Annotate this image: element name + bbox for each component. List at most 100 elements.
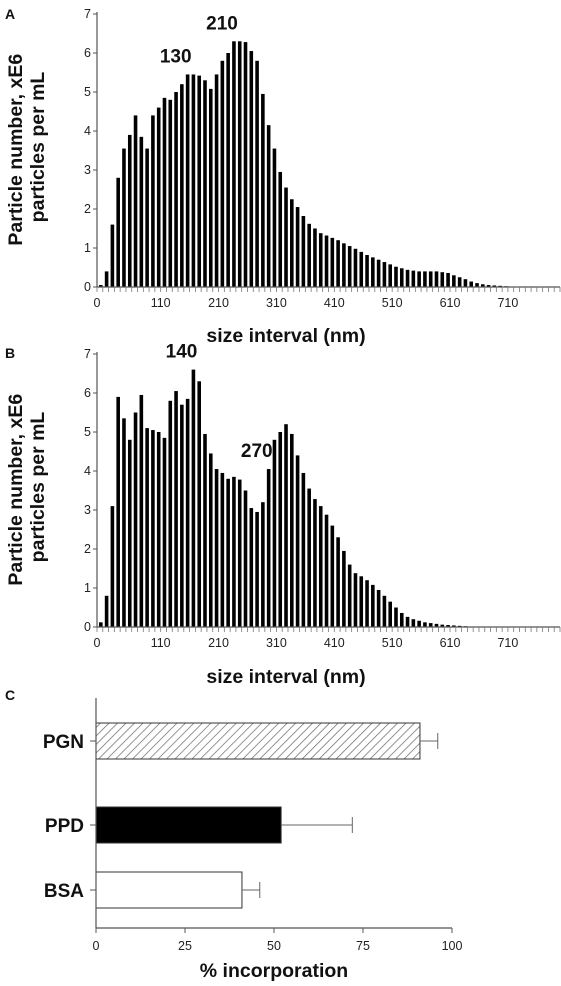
panel-b-y-axis-label-line1: Particle number, xE6 (5, 394, 27, 586)
histogram-bar (180, 404, 184, 627)
histogram-bar (110, 506, 115, 627)
category-label: PGN (43, 732, 84, 753)
panel-b-y-ticks: 0 1 2 3 4 5 6 7 (84, 347, 97, 634)
y-tick-label: 3 (84, 503, 91, 517)
histogram-bar (180, 84, 184, 287)
histogram-bar (151, 430, 155, 627)
histogram-bar (376, 589, 381, 627)
histogram-bar (156, 107, 161, 287)
panel-a-axes (96, 12, 561, 292)
panel-a-y-ticks: 0 1 2 3 4 5 6 7 (84, 7, 97, 294)
histogram-bar (168, 99, 173, 287)
histogram-bar (318, 233, 323, 287)
histogram-bar (139, 394, 144, 627)
peak-annotation: 210 (206, 13, 238, 34)
histogram-bar (486, 285, 491, 287)
histogram-bar (266, 125, 271, 288)
y-tick-label: 1 (84, 241, 91, 255)
histogram-bar (162, 437, 167, 627)
panel-b-label: B (5, 345, 15, 361)
histogram-bar (162, 97, 167, 287)
x-tick-label: 25 (178, 939, 192, 953)
histogram-bar (110, 224, 115, 287)
x-tick-label: 710 (497, 296, 518, 310)
histogram-bar (139, 136, 144, 287)
histogram-bar (208, 88, 213, 287)
histogram-bar (365, 255, 369, 287)
y-tick-label: 3 (84, 163, 91, 177)
histogram-bar (127, 134, 132, 287)
histogram-bar (342, 550, 346, 627)
histogram-bar (278, 171, 283, 287)
histogram-bar (127, 439, 132, 627)
x-tick-label: 0 (93, 939, 100, 953)
y-tick-label: 6 (84, 46, 91, 60)
histogram-bar (446, 625, 450, 627)
y-tick-label: 6 (84, 386, 91, 400)
histogram-bar (220, 472, 225, 627)
y-tick-label: 0 (84, 280, 91, 294)
histogram-bar (116, 396, 120, 627)
histogram-bar (446, 272, 450, 287)
histogram-bar (122, 418, 126, 627)
histogram-bar (290, 433, 294, 627)
histogram-bar (324, 235, 329, 287)
y-tick-label: 4 (84, 464, 91, 478)
histogram-bar (371, 257, 375, 287)
histogram-bar (290, 199, 294, 287)
x-tick-label: 410 (324, 296, 345, 310)
histogram-bar (243, 490, 248, 627)
histogram-bar (237, 41, 242, 287)
bar-pgn (95, 722, 421, 760)
histogram-bar (237, 479, 242, 627)
histogram-bar (330, 525, 335, 627)
y-tick-label: 1 (84, 581, 91, 595)
histogram-bar (388, 264, 392, 287)
histogram-bar (301, 472, 306, 627)
histogram-bar (255, 60, 259, 287)
histogram-bar (307, 223, 311, 287)
panel-c-x-ticks: 0 25 50 75 100 (93, 928, 462, 953)
x-tick-label: 210 (208, 296, 229, 310)
histogram-bar (388, 601, 392, 627)
histogram-bar (266, 469, 271, 627)
histogram-bar (411, 619, 416, 627)
panel-b-y-axis-label-line2: particles per mL (27, 412, 49, 563)
histogram-bar (104, 271, 109, 287)
histogram-bar (307, 488, 311, 627)
histogram-bar (423, 622, 427, 627)
histogram-bar (434, 623, 439, 627)
histogram-bar (423, 271, 427, 287)
histogram-bar (347, 246, 352, 287)
x-tick-label: 610 (440, 636, 461, 650)
x-tick-label: 310 (266, 296, 287, 310)
panel-b-y-axis-label: Particle number, xE6 particles per mL (5, 388, 49, 585)
histogram-bar (133, 115, 138, 288)
histogram-bar (203, 433, 207, 627)
peak-annotation: 270 (241, 441, 273, 462)
histogram-bar (457, 277, 462, 287)
histogram-bar (174, 92, 178, 287)
histogram-bar (382, 262, 387, 287)
histogram-bar (197, 75, 202, 288)
x-tick-label: 110 (151, 296, 171, 310)
y-tick-label: 4 (84, 124, 91, 138)
histogram-bar (428, 623, 433, 627)
histogram-bar (359, 251, 364, 287)
x-tick-label: 410 (324, 636, 345, 650)
histogram-bar (145, 148, 149, 287)
panel-a: A Particle number, xE6 particles per mL … (5, 6, 561, 347)
panel-b-bars (99, 369, 491, 627)
histogram-bar (405, 616, 410, 627)
histogram-bar (122, 148, 126, 287)
histogram-bar (295, 207, 300, 287)
panel-b-x-axis-label: size interval (nm) (206, 666, 365, 688)
y-tick-label: 5 (84, 425, 91, 439)
histogram-bar (371, 584, 375, 627)
histogram-bar (347, 564, 352, 627)
histogram-bar (318, 506, 323, 627)
histogram-bar (452, 275, 456, 287)
histogram-bar (249, 51, 254, 287)
x-tick-label: 710 (497, 636, 518, 650)
